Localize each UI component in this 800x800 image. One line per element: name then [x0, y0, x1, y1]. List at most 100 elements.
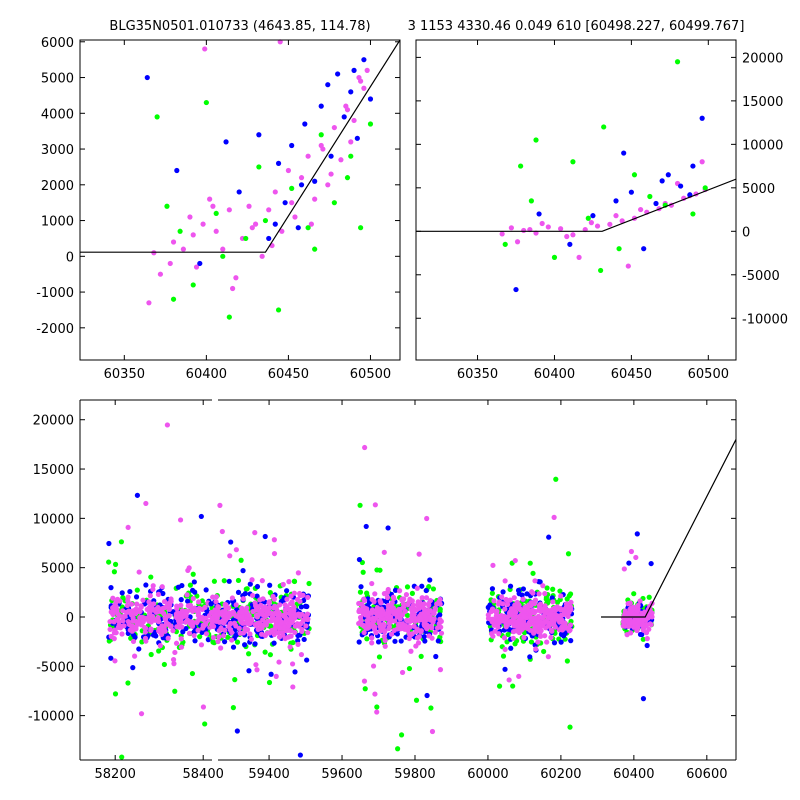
b-point-magenta: [239, 605, 245, 611]
b-point-green: [139, 639, 145, 645]
b-point-magenta: [162, 628, 168, 634]
b-point-green: [235, 577, 242, 584]
b-point-blue: [262, 533, 268, 540]
tr-point-blue: [590, 213, 596, 219]
b-point-magenta: [551, 514, 557, 520]
b-point-magenta: [517, 616, 524, 622]
b-point-magenta: [491, 622, 497, 628]
b-point-green: [377, 567, 383, 573]
b-point-magenta: [548, 627, 554, 633]
b-point-magenta: [494, 608, 500, 614]
b-point-magenta: [373, 630, 379, 636]
b-point-magenta: [162, 604, 168, 610]
b-point-magenta: [437, 667, 444, 673]
b-point-green: [291, 578, 298, 585]
b-point-magenta: [382, 643, 388, 649]
b-point-magenta: [510, 635, 516, 641]
tl-point-blue: [289, 142, 295, 149]
b-point-magenta: [434, 625, 441, 631]
b-point-magenta: [640, 627, 646, 633]
b-point-magenta: [142, 624, 148, 631]
b-point-magenta: [165, 635, 171, 641]
b-point-magenta: [196, 599, 202, 605]
tl-ytick-label: 0: [66, 250, 74, 265]
b-point-magenta: [148, 627, 154, 634]
b-point-magenta: [110, 595, 116, 601]
b-point-magenta: [291, 611, 298, 617]
b-point-magenta: [229, 637, 235, 643]
b-point-magenta: [172, 649, 178, 656]
b-point-blue: [421, 633, 427, 640]
b-point-magenta: [359, 622, 365, 628]
b-point-magenta: [497, 614, 503, 621]
b-point-magenta: [361, 596, 367, 602]
tl-point-magenta: [252, 221, 259, 227]
tl-point-magenta: [200, 221, 206, 227]
top-left-axes: 60350 60400 60450 60500 -2000 -1000 0 1000 2000 3…: [36, 36, 401, 382]
b-point-blue: [398, 638, 404, 644]
tr-point-green: [598, 267, 604, 274]
b-point-magenta: [223, 606, 229, 612]
b-point-green: [202, 721, 208, 727]
tr-point-green: [690, 211, 696, 217]
b-point-magenta: [565, 604, 571, 610]
tl-point-green: [190, 282, 196, 288]
b-point-magenta: [547, 611, 553, 618]
b-point-green: [557, 588, 563, 594]
b-point-magenta: [269, 627, 275, 634]
b-point-blue: [549, 595, 555, 601]
tl-point-blue: [282, 200, 288, 206]
tr-point-blue: [653, 200, 659, 207]
tl-frame: [79, 39, 401, 361]
b-point-blue: [235, 589, 242, 595]
b-point-magenta: [382, 637, 388, 643]
b-point-magenta: [229, 629, 235, 636]
b-point-blue: [626, 560, 632, 566]
b-point-magenta: [286, 579, 292, 585]
b-point-blue: [185, 598, 191, 604]
b-point-magenta: [533, 646, 539, 652]
b-point-magenta: [416, 551, 422, 557]
b-point-green: [221, 578, 227, 584]
tr-point-blue: [536, 211, 542, 217]
b-point-blue: [233, 632, 239, 638]
b-point-green: [565, 551, 572, 557]
b-point-green: [631, 591, 637, 597]
tl-point-magenta: [230, 285, 236, 292]
b-point-green: [111, 569, 117, 575]
b-point-green: [112, 691, 119, 697]
b-point-magenta: [408, 648, 414, 654]
b-point-magenta: [138, 604, 144, 610]
b-point-magenta: [259, 625, 265, 631]
b-point-blue: [298, 604, 304, 610]
tl-point-magenta: [331, 124, 337, 131]
tr-xtick-label: 60400: [534, 367, 575, 382]
b-point-magenta: [299, 628, 305, 635]
b-point-magenta: [502, 578, 508, 584]
b-point-blue: [221, 639, 228, 645]
tl-point-magenta: [249, 225, 255, 231]
b-point-magenta: [516, 605, 523, 611]
b-model-polyline: [601, 439, 736, 618]
tl-point-green: [318, 132, 324, 138]
b-point-blue: [358, 584, 364, 590]
b-point-magenta: [253, 612, 260, 619]
b-point-magenta: [558, 593, 564, 599]
tl-point-magenta: [308, 221, 314, 227]
b-point-magenta: [369, 635, 375, 641]
tl-point-green: [358, 225, 364, 231]
b-point-green: [512, 641, 518, 647]
b-point-magenta: [637, 598, 643, 604]
b-point-magenta: [369, 607, 376, 613]
b-point-green: [430, 586, 437, 592]
b-point-magenta: [507, 609, 513, 615]
b-point-magenta: [356, 600, 362, 607]
b-point-magenta: [489, 631, 495, 637]
b-point-magenta: [274, 623, 280, 629]
b-point-green: [189, 670, 196, 677]
b-point-magenta: [107, 618, 113, 625]
b-point-green: [187, 582, 193, 588]
b-point-green: [267, 590, 273, 596]
tl-point-green: [275, 307, 282, 313]
b-xtick-label: 59400: [248, 767, 289, 782]
